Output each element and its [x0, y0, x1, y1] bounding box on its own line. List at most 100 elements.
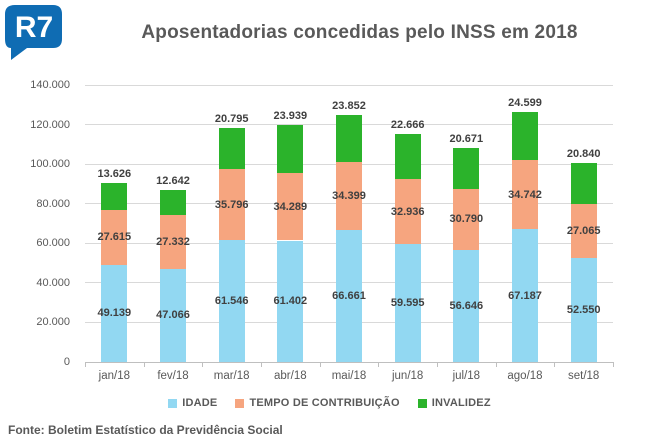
- source-note: Fonte: Boletim Estatístico da Previdênci…: [8, 423, 283, 437]
- bar-value-label: 12.642: [156, 174, 190, 187]
- x-axis-category-tick: [143, 363, 145, 367]
- y-axis-tick-label: 20.000: [36, 316, 70, 329]
- bar-value-label: 47.066: [156, 309, 190, 322]
- bar-value-label: 56.646: [449, 299, 484, 312]
- bar-segment-tempo-de-contribui-o: [394, 178, 421, 245]
- bar-segment-idade: [453, 249, 480, 362]
- x-axis-category-tick: [378, 363, 380, 367]
- bar-value-label: 20.795: [214, 113, 249, 126]
- bar-value-label: 49.139: [97, 307, 132, 320]
- x-axis-tick-label: fev/18: [157, 370, 189, 382]
- x-axis-category-tick: [495, 363, 497, 367]
- x-axis-category-tick: [261, 363, 262, 367]
- bar-value-label: 22.666: [390, 119, 425, 132]
- x-axis-line: [85, 362, 614, 363]
- bar-value-label: 24.599: [508, 96, 542, 109]
- bar-segment-tempo-de-contribui-o: [101, 210, 128, 265]
- bar-value-label: 23.852: [332, 99, 366, 112]
- bar-segment-idade: [512, 229, 538, 362]
- bar-segment-invalidez: [394, 134, 421, 179]
- y-axis-tick-label: 80.000: [36, 197, 70, 210]
- bar-segment-idade: [336, 230, 362, 362]
- bar-value-label: 35.796: [214, 198, 249, 211]
- bar-value-label: 20.840: [566, 148, 601, 161]
- bar-segment-tempo-de-contribui-o: [277, 172, 304, 241]
- x-axis-category-tick: [613, 363, 614, 367]
- bar-segment-invalidez: [570, 163, 597, 205]
- chart-legend: IDADE TEMPO DE CONTRIBUIÇÃO INVALIDEZ: [0, 397, 659, 409]
- bar-value-label: 34.742: [508, 188, 542, 201]
- bar-segment-tempo-de-contribui-o: [453, 189, 480, 250]
- bar-segment-idade: [394, 244, 421, 362]
- bar-value-label: 59.595: [390, 297, 425, 310]
- bar-segment-invalidez: [512, 111, 538, 161]
- bar-value-label: 32.936: [390, 205, 425, 218]
- y-axis-tick-label: 40.000: [36, 276, 70, 289]
- x-axis-tick-label: ago/18: [507, 370, 543, 382]
- legend-item: IDADE: [168, 397, 217, 409]
- bar-value-label: 34.399: [332, 190, 366, 203]
- bar-segment-tempo-de-contribui-o: [570, 204, 597, 259]
- bar-segment-invalidez: [101, 183, 128, 211]
- r7-logo-bubble-icon: R7: [5, 5, 62, 60]
- bar-value-label: 30.790: [449, 213, 484, 226]
- bar-value-label: 61.546: [214, 295, 249, 308]
- legend-label: TEMPO DE CONTRIBUIÇÃO: [249, 397, 400, 409]
- bar-segment-invalidez: [453, 148, 480, 189]
- bar-segment-invalidez: [218, 128, 245, 170]
- legend-swatch-icon: [417, 398, 427, 408]
- x-axis-category-tick: [319, 363, 321, 367]
- bar-segment-invalidez: [277, 125, 304, 173]
- bar-value-label: 66.661: [332, 290, 366, 303]
- bar-value-label: 67.187: [508, 289, 542, 302]
- y-axis-tick-label: 60.000: [36, 237, 70, 250]
- r7-logo: R7: [3, 3, 65, 61]
- x-axis-tick-label: mar/18: [213, 370, 250, 382]
- x-axis-tick-label: set/18: [567, 370, 600, 382]
- y-axis-tick-label: 0: [63, 356, 70, 368]
- legend-swatch-icon: [235, 398, 245, 408]
- bar-value-label: 34.289: [273, 200, 308, 213]
- bar-segment-tempo-de-contribui-o: [336, 162, 362, 231]
- x-axis-category-tick: [554, 363, 556, 367]
- bar-value-label: 61.402: [273, 295, 308, 308]
- bar-segment-invalidez: [160, 189, 186, 215]
- logo-text: R7: [15, 11, 53, 44]
- x-axis-tick-label: jun/18: [391, 370, 424, 382]
- bar-value-label: 13.626: [97, 168, 132, 181]
- bar-value-label: 20.671: [449, 133, 484, 146]
- y-axis-tick-label: 140.000: [30, 79, 70, 91]
- x-axis-category-tick: [202, 363, 204, 367]
- chart-title: Aposentadorias concedidas pelo INSS em 2…: [141, 22, 578, 43]
- bar-value-label: 27.065: [566, 225, 601, 238]
- legend-swatch-icon: [168, 398, 178, 408]
- bar-segment-tempo-de-contribui-o: [218, 169, 245, 241]
- bar-segment-idade: [160, 268, 186, 362]
- bar-segment-invalidez: [336, 114, 362, 163]
- bar-value-label: 27.615: [97, 231, 132, 244]
- x-axis-category-tick: [437, 363, 438, 367]
- bar-segment-idade: [570, 258, 597, 362]
- x-axis-tick-label: jan/18: [98, 370, 130, 382]
- bar-value-label: 52.550: [566, 304, 601, 316]
- legend-item: INVALIDEZ: [417, 397, 491, 409]
- bar-value-label: 23.939: [273, 110, 308, 123]
- x-axis-category-tick: [85, 363, 86, 367]
- legend-label: IDADE: [182, 397, 218, 409]
- bar-segment-idade: [277, 240, 304, 362]
- logo-bubble-shape: [5, 5, 62, 60]
- bar-segment-idade: [218, 240, 245, 362]
- x-axis-tick-label: jul/18: [452, 370, 481, 382]
- legend-item: TEMPO DE CONTRIBUIÇÃO: [235, 397, 400, 409]
- gridline: [85, 84, 613, 86]
- bar-segment-tempo-de-contribui-o: [160, 214, 186, 269]
- y-axis-tick-label: 120.000: [30, 118, 70, 131]
- x-axis-tick-label: abr/18: [274, 370, 307, 382]
- bar-segment-idade: [101, 264, 128, 362]
- bar-segment-tempo-de-contribui-o: [512, 160, 538, 230]
- x-axis-tick-label: mai/18: [331, 370, 367, 382]
- legend-label: INVALIDEZ: [431, 397, 491, 409]
- bar-value-label: 27.332: [156, 235, 190, 248]
- y-axis-tick-label: 100.000: [30, 158, 70, 171]
